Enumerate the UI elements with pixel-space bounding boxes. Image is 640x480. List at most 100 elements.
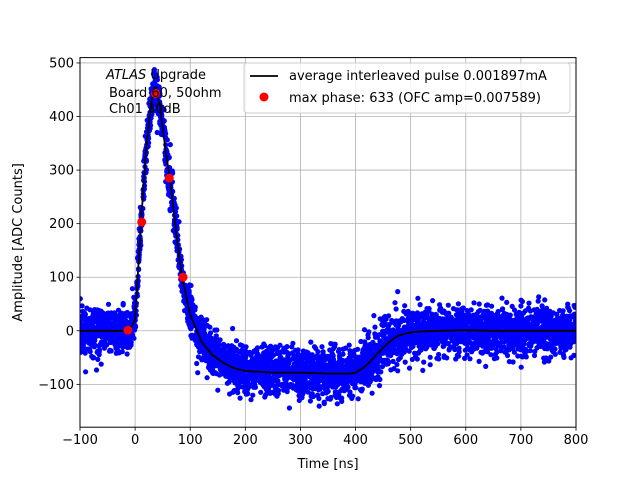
sample-point bbox=[367, 364, 373, 371]
sample-point bbox=[481, 331, 487, 337]
sample-point bbox=[541, 359, 548, 365]
sample-point bbox=[470, 314, 477, 320]
sample-point bbox=[100, 312, 106, 319]
sample-point bbox=[250, 392, 256, 398]
sample-point bbox=[475, 332, 481, 338]
sample-point bbox=[567, 344, 573, 350]
sample-point bbox=[445, 340, 451, 347]
sample-point bbox=[381, 357, 387, 363]
sample-point bbox=[463, 313, 469, 319]
sample-point bbox=[240, 365, 246, 371]
sample-point bbox=[327, 347, 333, 353]
sample-point bbox=[455, 301, 461, 307]
sample-point bbox=[424, 345, 430, 351]
sample-point bbox=[295, 358, 301, 364]
sample-point bbox=[434, 355, 440, 361]
sample-point bbox=[390, 344, 396, 350]
sample-point bbox=[222, 345, 228, 351]
sample-point bbox=[111, 310, 118, 316]
sample-point bbox=[460, 305, 466, 311]
sample-point bbox=[455, 317, 461, 323]
sample-point bbox=[420, 367, 426, 373]
sample-point bbox=[499, 333, 505, 339]
sample-point bbox=[231, 348, 238, 354]
sample-point bbox=[315, 364, 321, 370]
sample-point bbox=[192, 313, 198, 319]
sample-point bbox=[526, 330, 532, 336]
sample-point bbox=[500, 329, 506, 335]
sample-point bbox=[272, 389, 279, 395]
sample-point bbox=[320, 391, 326, 397]
sample-point bbox=[536, 294, 542, 300]
sample-point bbox=[188, 294, 194, 300]
sample-point bbox=[473, 319, 479, 325]
sample-point bbox=[98, 361, 104, 367]
sample-point bbox=[267, 353, 274, 359]
y-tick-label: 500 bbox=[49, 56, 74, 71]
sample-point bbox=[286, 405, 292, 411]
sample-point bbox=[541, 315, 548, 321]
sample-point bbox=[92, 330, 98, 336]
sample-point bbox=[94, 307, 100, 313]
sample-point bbox=[535, 313, 541, 319]
sample-point bbox=[506, 359, 512, 365]
sample-point bbox=[376, 383, 383, 389]
sample-point bbox=[518, 353, 524, 359]
sample-point bbox=[416, 339, 422, 345]
sample-point bbox=[89, 342, 95, 348]
sample-point bbox=[224, 373, 230, 379]
sample-point bbox=[358, 338, 364, 345]
sample-point bbox=[207, 324, 213, 330]
y-tick-label: 300 bbox=[49, 164, 74, 179]
max-phase-markers bbox=[123, 88, 188, 335]
sample-point bbox=[511, 307, 518, 313]
sample-point bbox=[101, 332, 107, 338]
sample-point bbox=[295, 347, 301, 353]
sample-point bbox=[475, 309, 481, 315]
sample-point bbox=[491, 356, 497, 362]
sample-point bbox=[362, 339, 368, 345]
sample-point bbox=[296, 397, 302, 403]
sample-point bbox=[469, 330, 475, 336]
sample-point bbox=[282, 381, 288, 387]
sample-point bbox=[124, 351, 130, 357]
sample-point bbox=[209, 370, 215, 376]
sample-point bbox=[519, 330, 526, 336]
sample-point bbox=[119, 337, 125, 343]
sample-point bbox=[113, 341, 119, 348]
sample-point bbox=[127, 335, 133, 341]
sample-point bbox=[185, 318, 191, 324]
sample-point bbox=[247, 375, 253, 381]
sample-point bbox=[305, 350, 311, 356]
sample-point bbox=[436, 315, 442, 321]
sample-point bbox=[543, 355, 549, 361]
sample-point bbox=[216, 341, 222, 347]
sample-point bbox=[433, 311, 439, 318]
sample-point bbox=[415, 295, 421, 301]
sample-point bbox=[255, 375, 261, 381]
sample-point bbox=[488, 345, 495, 351]
sample-point bbox=[80, 320, 84, 326]
sample-point bbox=[479, 323, 485, 329]
sample-point bbox=[548, 354, 554, 360]
sample-point bbox=[104, 316, 110, 322]
sample-point bbox=[409, 356, 415, 362]
sample-point bbox=[431, 342, 437, 348]
sample-point bbox=[197, 341, 203, 347]
sample-point bbox=[274, 361, 280, 368]
sample-point bbox=[298, 373, 304, 379]
sample-point bbox=[123, 343, 129, 349]
sample-point bbox=[93, 367, 100, 373]
sample-point bbox=[390, 358, 396, 364]
sample-point bbox=[506, 320, 512, 326]
sample-point bbox=[495, 308, 501, 315]
sample-point bbox=[381, 334, 387, 340]
sample-point bbox=[414, 310, 420, 316]
sample-point bbox=[483, 363, 489, 369]
sample-point bbox=[371, 376, 377, 382]
sample-point bbox=[525, 305, 532, 311]
sample-point bbox=[433, 324, 439, 330]
y-tick-label: 200 bbox=[49, 217, 74, 232]
sample-point bbox=[362, 380, 368, 386]
sample-point bbox=[213, 363, 219, 369]
